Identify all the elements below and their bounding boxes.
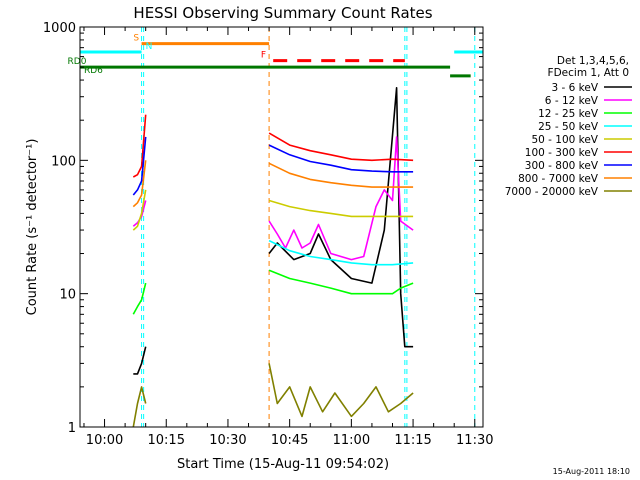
legend-label: 100 - 300 keV <box>525 147 599 159</box>
x-tick-label: 10:45 <box>271 433 308 448</box>
y-tick-label: 1000 <box>43 21 76 36</box>
series-line-7-1 <box>268 162 414 188</box>
series-line-6-0 <box>132 136 147 196</box>
series-line-1-1 <box>268 136 414 261</box>
series-line-0-1 <box>268 87 414 348</box>
series-line-7-0 <box>132 160 147 208</box>
x-axis-label: Start Time (15-Aug-11 09:54:02) <box>177 457 389 472</box>
legend-label: 3 - 6 keV <box>551 82 598 94</box>
series-line-3-0 <box>268 239 414 266</box>
y-axis: 1 10 100 1000 <box>43 21 483 436</box>
series-line-0-0 <box>133 346 147 375</box>
series-line-5-0 <box>132 114 147 178</box>
flag-label-n: N <box>146 42 153 52</box>
x-tick-label: 11:30 <box>456 433 493 448</box>
x-tick-label: 10:00 <box>86 433 123 448</box>
series-line-8-1 <box>268 363 414 418</box>
x-tick-label: 10:30 <box>209 433 246 448</box>
legend-label: 25 - 50 keV <box>538 121 599 133</box>
series-line-2-1 <box>268 269 414 295</box>
chart-title: HESSI Observing Summary Count Rates <box>133 4 432 22</box>
series-line-5-1 <box>268 132 414 162</box>
plot-frame <box>79 26 484 428</box>
legend-label: 12 - 25 keV <box>538 108 599 120</box>
legend: Det 1,3,4,5,6,FDecim 1, Att 0 3 - 6 keV6 … <box>505 55 632 198</box>
y-tick-label: 100 <box>51 154 76 169</box>
series-line-8-0 <box>132 386 147 428</box>
legend-label: 6 - 12 keV <box>545 95 599 107</box>
series-line-4-1 <box>268 199 414 218</box>
vertical-markers <box>141 27 476 427</box>
x-tick-label: 10:15 <box>148 433 185 448</box>
flag-label-f: F <box>261 51 266 61</box>
y-tick-label: 1 <box>68 421 76 436</box>
legend-header-line: Det 1,3,4,5,6, <box>557 55 629 67</box>
legend-header-line: FDecim 1, Att 0 <box>548 67 629 79</box>
series-line-2-0 <box>132 282 147 315</box>
y-axis-label: Count Rate (s⁻¹ detector⁻¹) <box>25 139 40 316</box>
legend-label: 7000 - 20000 keV <box>505 186 599 198</box>
footer-date: 15-Aug-2011 18:10 <box>553 467 630 476</box>
x-axis: 10:00 10:15 10:30 10:45 11:00 11:15 11:30 <box>83 27 494 448</box>
legend-label: 50 - 100 keV <box>531 134 598 146</box>
legend-label: 300 - 800 keV <box>525 160 599 172</box>
legend-label: 800 - 7000 keV <box>518 173 599 185</box>
flag-label-s: S <box>133 34 139 44</box>
x-tick-label: 11:15 <box>394 433 431 448</box>
series-line-6-1 <box>268 144 414 173</box>
y-tick-label: 10 <box>59 288 76 303</box>
data-series <box>132 87 414 428</box>
series-line-4-0 <box>132 189 147 231</box>
x-tick-label: 11:00 <box>333 433 370 448</box>
flag-label-rd0: RD0 <box>68 57 87 67</box>
flag-label-rd6: RD6 <box>84 66 103 76</box>
